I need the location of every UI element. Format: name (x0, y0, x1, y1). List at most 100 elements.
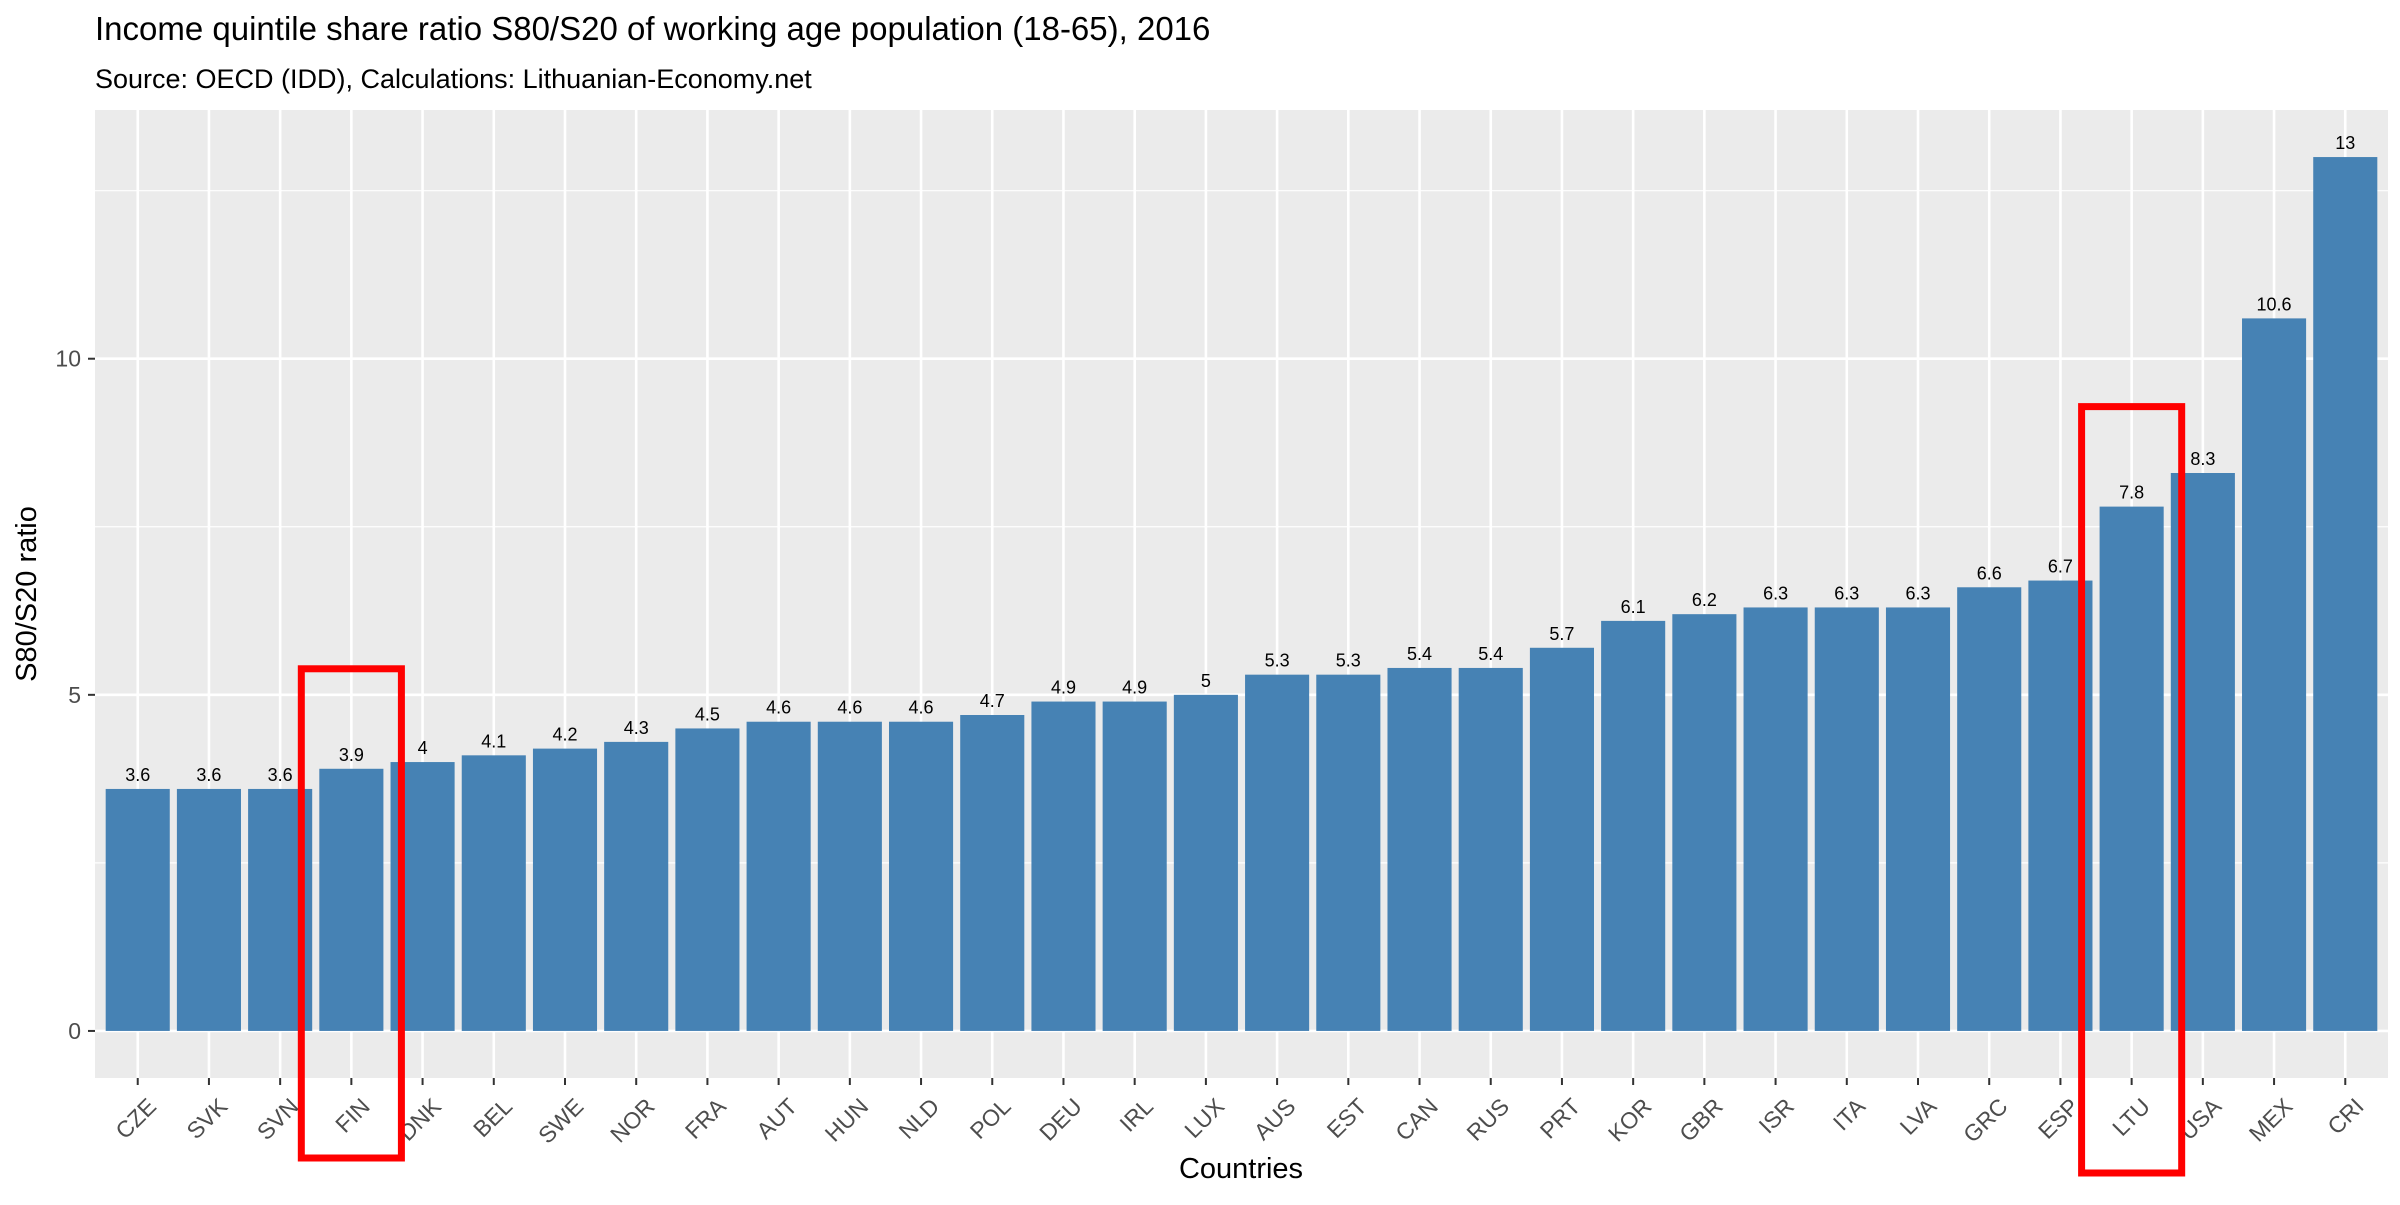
bar-value-label: 6.3 (1763, 583, 1788, 603)
bar-value-label: 3.9 (339, 745, 364, 765)
x-tick-label: SVN (252, 1093, 304, 1145)
y-tick-label: 0 (68, 1018, 81, 1044)
x-tick-label: SWE (533, 1093, 588, 1148)
x-tick-label: AUT (751, 1093, 802, 1144)
bar-deu (1031, 701, 1096, 1031)
bar-value-label: 4 (418, 738, 428, 758)
bar-value-label: 7.8 (2119, 483, 2144, 503)
bar-value-label: 3.6 (268, 765, 293, 785)
bar-ltu (2099, 506, 2164, 1031)
chart-subtitle: Source: OECD (IDD), Calculations: Lithua… (95, 64, 812, 94)
bar-value-label: 6.7 (2048, 557, 2073, 577)
x-tick-label: EST (1322, 1093, 1372, 1143)
bar-rus (1458, 667, 1523, 1031)
x-tick-label: SVK (181, 1093, 232, 1144)
bar-value-label: 5 (1201, 671, 1211, 691)
bar-value-label: 5.3 (1265, 651, 1290, 671)
bar-hun (817, 721, 882, 1031)
bar-bel (461, 755, 526, 1031)
bar-value-label: 6.1 (1621, 597, 1646, 617)
x-tick-label: GRC (1958, 1093, 2013, 1148)
x-tick-label: IRL (1114, 1093, 1158, 1137)
highlight-box-ltu (2078, 403, 2186, 1177)
bars (105, 157, 2378, 1031)
bar-est (1316, 674, 1381, 1031)
bar-svk (176, 788, 241, 1031)
bar-value-label: 3.6 (125, 765, 150, 785)
bar-value-label: 6.3 (1834, 583, 1859, 603)
bar-swe (532, 748, 598, 1031)
bar-value-label: 4.9 (1122, 678, 1147, 698)
x-tick-label: POL (965, 1093, 1016, 1144)
x-tick-label: RUS (1461, 1093, 1514, 1146)
x-tick-label: ISR (1753, 1093, 1798, 1138)
bar-prt (1529, 647, 1594, 1031)
bar-fin (319, 768, 384, 1031)
y-axis-title: S80/S20 ratio (11, 506, 43, 682)
x-tick-label: FIN (330, 1093, 375, 1138)
bar-value-label: 4.2 (552, 725, 577, 745)
bar-value-label: 13 (2335, 133, 2355, 153)
bar-value-label: 5.3 (1336, 651, 1361, 671)
bar-aus (1245, 674, 1310, 1031)
bar-value-label: 4.5 (695, 704, 720, 724)
x-tick-label: ITA (1828, 1093, 1871, 1136)
bar-mex (2242, 318, 2307, 1031)
bar-cri (2313, 157, 2378, 1031)
highlight-boxes (297, 403, 2186, 1177)
x-tick-label: CAN (1390, 1093, 1443, 1146)
highlight-box-fin (297, 665, 405, 1162)
bar-value-label: 5.4 (1407, 644, 1432, 664)
x-tick-label: BEL (468, 1093, 517, 1142)
x-tick-label: FRA (680, 1093, 731, 1144)
bar-value-label: 4.3 (624, 718, 649, 738)
x-tick-label: HUN (820, 1093, 874, 1147)
bar-can (1387, 667, 1452, 1031)
x-tick-label: CZE (110, 1093, 161, 1144)
x-tick-label: LUX (1179, 1093, 1229, 1143)
bar-grc (1957, 587, 2022, 1031)
x-tick-label: NLD (894, 1093, 945, 1144)
bar-gbr (1672, 614, 1737, 1031)
x-tick-label: PRT (1535, 1093, 1586, 1144)
bar-value-label: 4.6 (837, 698, 862, 718)
chart-title: Income quintile share ratio S80/S20 of w… (95, 10, 1210, 47)
x-tick-label: NOR (605, 1093, 660, 1148)
bar-value-label: 5.7 (1549, 624, 1574, 644)
bar-value-label: 8.3 (2190, 449, 2215, 469)
bar-value-label: 4.9 (1051, 678, 1076, 698)
bar-kor (1601, 620, 1666, 1031)
bar-lux (1173, 694, 1238, 1031)
bar-value-label: 4.7 (980, 691, 1005, 711)
bar-value-label: 10.6 (2257, 294, 2292, 314)
bar-value-label: 3.6 (196, 765, 221, 785)
bar-nld (889, 721, 954, 1031)
bar-value-label: 4.6 (909, 698, 934, 718)
x-tick-label: MEX (2244, 1093, 2298, 1147)
y-tick-label: 10 (55, 346, 81, 372)
x-tick-label: KOR (1603, 1093, 1657, 1147)
x-axis-title: Countries (1179, 1153, 1303, 1185)
bar-ita (1814, 607, 1879, 1031)
x-tick-label: LTU (2107, 1093, 2155, 1141)
x-tick-label: ESP (2033, 1093, 2084, 1144)
bar-value-label: 5.4 (1478, 644, 1503, 664)
bar-fra (675, 728, 740, 1031)
bar-irl (1102, 701, 1167, 1031)
x-tick-label: AUS (1249, 1093, 1301, 1145)
y-axis: 0 5 10 (55, 346, 95, 1044)
x-tick-label: GBR (1674, 1093, 1728, 1147)
y-tick-label: 5 (68, 682, 81, 708)
bar-value-label: 6.2 (1692, 590, 1717, 610)
bar-value-label: 4.1 (481, 731, 506, 751)
x-tick-label: DEU (1034, 1093, 1087, 1146)
bar-value-label: 6.3 (1905, 583, 1930, 603)
x-axis: CZE SVK SVN FIN DNK BEL SWE NOR FRA AUT HUN NLD POL D… (110, 1078, 2369, 1148)
bar-lva (1885, 607, 1951, 1031)
bar-cze (105, 788, 170, 1031)
bar-pol (960, 715, 1025, 1031)
bar-aut (746, 721, 811, 1031)
bar-value-labels: 3.6 3.6 3.6 3.9 4 4.1 4.2 4.3 4.5 4.6 4.6 4.6 4.7 4.9… (125, 133, 2355, 785)
